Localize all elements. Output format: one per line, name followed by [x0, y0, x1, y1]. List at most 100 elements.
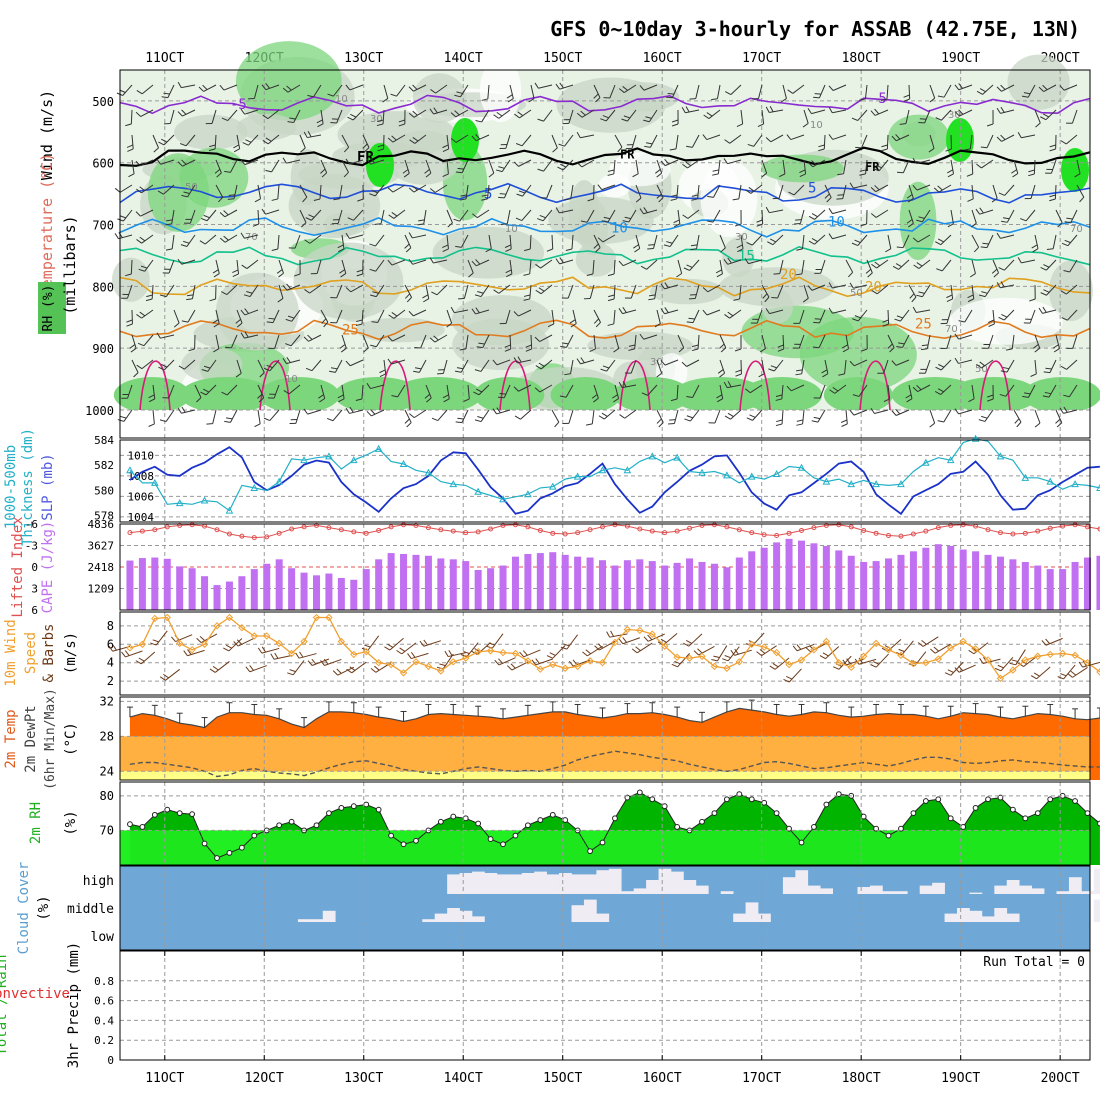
isotherm-label-FR: FR — [357, 150, 374, 166]
wind-barb-shaft — [393, 309, 406, 319]
wind-barb-flag — [1024, 392, 1031, 395]
wind-speed-point — [573, 662, 582, 671]
wind-barb-shaft — [434, 184, 448, 193]
wind-barb-shaft — [730, 409, 742, 420]
wind-barb-shaft — [542, 209, 553, 222]
ylabel-wind10-unit: (m/s) — [63, 632, 79, 674]
wind-barb-flag — [595, 97, 601, 103]
wind-barb-flag — [723, 381, 728, 388]
wind-barb-shaft — [539, 334, 553, 342]
wind-barb-shaft — [257, 409, 261, 424]
wind-barb-shaft — [413, 409, 427, 419]
wind-speed-point — [947, 644, 955, 652]
wind-barb-shaft — [958, 84, 973, 91]
wind-barb-shaft — [940, 234, 952, 246]
rh-shade-low — [823, 377, 893, 413]
wind-barb-flag — [903, 94, 910, 98]
wind-barb-shaft — [593, 384, 599, 399]
wind-barb-shaft — [244, 234, 259, 239]
li-point — [910, 531, 916, 537]
wind-speed-point — [449, 658, 457, 666]
wind-barb-flag — [969, 273, 976, 278]
wind-barb-flag — [776, 419, 783, 423]
wind-barb-shaft — [182, 109, 196, 117]
wind-barb-flag — [522, 650, 528, 656]
wind-barb-shaft — [224, 209, 238, 218]
wind-barb-flag — [303, 131, 308, 138]
wind-speed-point — [462, 654, 470, 662]
wind-barb-flag — [937, 238, 944, 243]
rh2m-point — [723, 796, 730, 803]
li-point — [786, 530, 792, 536]
wind-barb-flag — [981, 415, 988, 419]
wind-barb-flag — [305, 217, 312, 221]
ylabel-temperature: Temperature (°C) — [38, 153, 56, 298]
wind-barb-flag — [454, 110, 460, 116]
wind-barb-flag — [429, 337, 436, 343]
wind-barb-shaft — [861, 134, 868, 149]
wind-barb-flag — [345, 232, 350, 239]
isotherm-label-repeat: 25 — [915, 316, 932, 332]
wind-barb-flag — [202, 84, 208, 90]
wind-barb-shaft — [341, 234, 345, 249]
wind-barb-shaft — [708, 109, 721, 119]
wind-barb-flag — [1060, 365, 1067, 370]
wind-barb-shaft — [940, 384, 952, 395]
wind-barb-flag — [148, 394, 155, 399]
wind-barb-flag — [1074, 173, 1081, 178]
cape-bar — [822, 545, 830, 610]
wind-barb-flag — [343, 146, 350, 153]
wind-barb-flag — [399, 647, 406, 652]
wind-barb-flag — [209, 668, 216, 673]
wind-barb-flag — [245, 139, 252, 143]
wind-barb-flag — [454, 370, 462, 373]
wind-speed-point — [735, 658, 744, 666]
wind-barb-flag — [916, 385, 922, 391]
wind-barb-shaft — [1001, 134, 1015, 142]
wind-barb-flag — [618, 260, 624, 267]
wind-barb-shaft — [504, 184, 511, 199]
wind-barb-shaft — [820, 259, 826, 274]
cape-bar — [449, 559, 457, 610]
wind-barb-shaft — [992, 259, 999, 274]
wind-barb-flag — [982, 242, 989, 245]
wind-barb-shaft — [446, 309, 453, 324]
wind-barb-flag — [366, 410, 372, 417]
precip-tick-0.2: 0.2 — [94, 1034, 114, 1047]
li-point — [662, 530, 668, 536]
wind-barb-flag — [387, 137, 394, 143]
wind-barb-flag — [262, 114, 269, 120]
li-point — [1010, 531, 1016, 537]
cape-bar — [138, 558, 146, 610]
wind-barb-shaft — [215, 334, 220, 349]
wind-barb-flag — [586, 273, 594, 276]
wind-barb-flag — [135, 160, 141, 167]
rh-shade-blob — [722, 237, 755, 278]
wind-barb-shaft — [1054, 184, 1057, 200]
wind-barb-flag — [686, 321, 694, 324]
wind-barb-flag — [761, 172, 767, 178]
wind-barb-flag — [1038, 307, 1043, 314]
wind-barb-flag — [585, 423, 593, 426]
wind-barb-shaft — [392, 334, 406, 342]
wind-barb-flag — [654, 323, 661, 328]
rh-shade-low — [392, 377, 482, 413]
wind-barb-flag — [412, 137, 419, 142]
wind-barb-shaft — [971, 259, 976, 274]
wind-barb-flag — [337, 244, 344, 249]
wind-barb-shaft — [311, 359, 322, 372]
wind-barb-flag — [377, 119, 384, 123]
wind-barb-shaft — [669, 234, 679, 247]
wind-barb-flag — [286, 85, 292, 91]
wind-barb-flag — [516, 193, 523, 197]
wind-barb-flag — [515, 143, 523, 147]
wind-barb-shaft — [413, 184, 427, 193]
wind-barb-shaft — [694, 284, 700, 299]
wind-barb-flag — [997, 664, 1004, 669]
wind-barb-flag — [265, 169, 272, 173]
wind-barb-flag — [518, 190, 526, 194]
wind-barb-flag — [442, 248, 449, 252]
wind-barb-shaft — [752, 409, 763, 421]
wind-barb-flag — [330, 367, 338, 370]
wind-barb-flag — [686, 415, 694, 419]
